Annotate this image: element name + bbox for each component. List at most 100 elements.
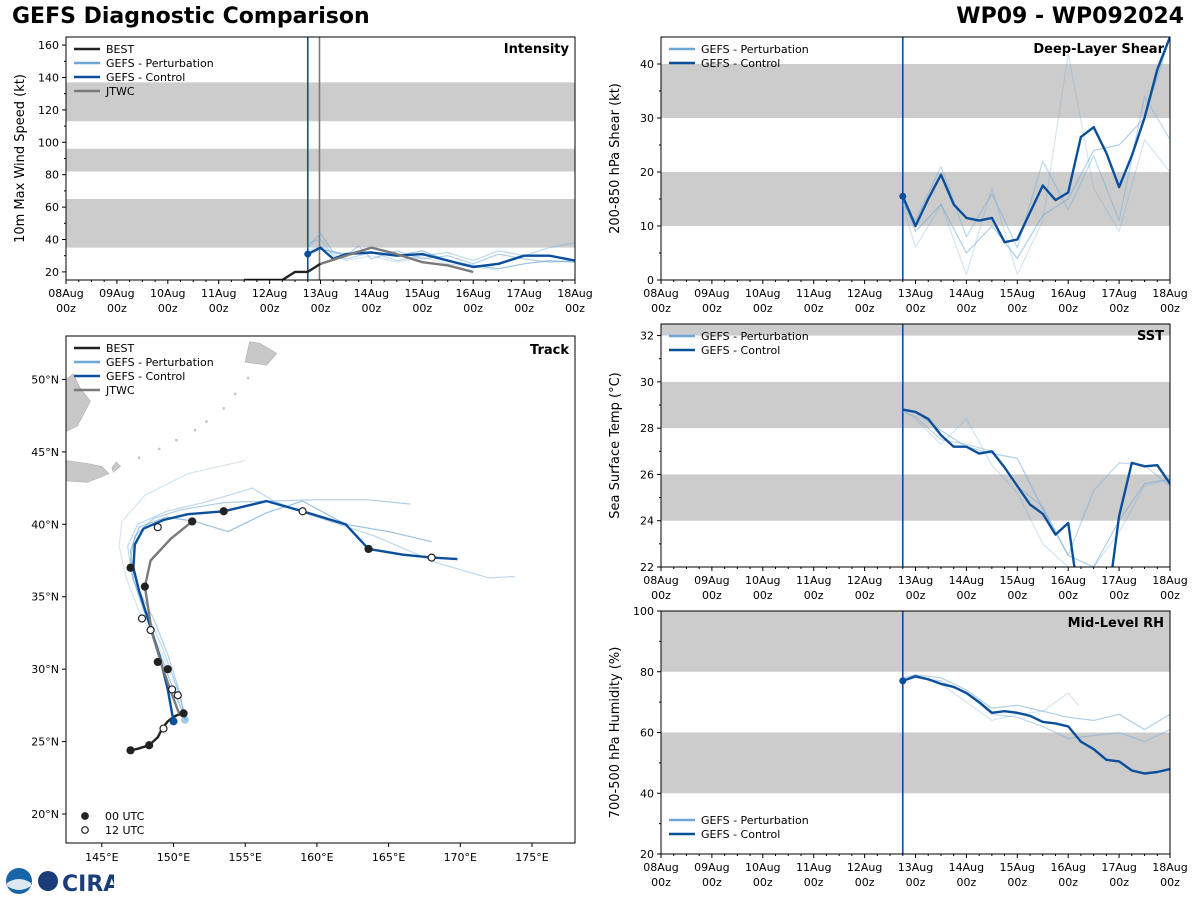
- x-tick-hour: 00z: [311, 302, 331, 315]
- track-line-pert: [127, 487, 515, 722]
- x-tick-hour: 00z: [753, 876, 773, 889]
- legend-label: GEFS - Perturbation: [701, 814, 809, 827]
- x-tick-hour: 00z: [957, 589, 977, 602]
- x-tick-date: 15Aug: [405, 287, 440, 300]
- series-line-pert: [902, 95, 1170, 249]
- y-tick-label: 20: [45, 266, 59, 279]
- legend-12utc-marker: [81, 826, 89, 834]
- series-line-jtwc: [320, 246, 474, 274]
- legend-label: GEFS - Control: [701, 828, 780, 841]
- chart-title: Intensity: [504, 42, 570, 57]
- x-tick-date: 16Aug: [1050, 287, 1085, 300]
- series-line-pert: [902, 37, 1170, 259]
- y-tick-label: 28: [640, 422, 654, 435]
- plot-area-track: [66, 341, 515, 755]
- x-tick-hour: 00z: [1109, 589, 1129, 602]
- plot-frame: [65, 335, 576, 844]
- x-tick-hour: 00z: [651, 876, 671, 889]
- x-tick-hour: 00z: [651, 302, 671, 315]
- x-tick-date: 18Aug: [1152, 861, 1187, 874]
- legend-label: GEFS - Perturbation: [701, 330, 809, 343]
- x-tick-date: 13Aug: [898, 574, 933, 587]
- x-tick-date: 08Aug: [48, 287, 83, 300]
- series-line-pert: [902, 409, 1170, 567]
- y-tick-label: 40: [45, 234, 59, 247]
- threshold-band: [661, 64, 1170, 118]
- lon-tick-label: 165°E: [372, 851, 405, 864]
- x-tick-hour: 00z: [565, 302, 585, 315]
- y-axis-label: 200-850 hPa Shear (kt): [608, 83, 623, 234]
- x-tick-date: 17Aug: [1101, 287, 1136, 300]
- series-line-ctrl: [901, 37, 1170, 244]
- lat-tick-label: 35°N: [31, 591, 59, 604]
- x-tick-hour: 00z: [804, 589, 824, 602]
- track-point-00utc: [179, 709, 188, 718]
- chart-title: Deep-Layer Shear: [1033, 42, 1164, 57]
- x-tick-hour: 00z: [209, 302, 229, 315]
- init-marker: [304, 250, 312, 258]
- legend-label: GEFS - Perturbation: [701, 43, 809, 56]
- legend-label: JTWC: [105, 384, 135, 397]
- lat-tick-label: 30°N: [31, 663, 59, 676]
- x-tick-date: 11Aug: [201, 287, 236, 300]
- x-tick-date: 18Aug: [1152, 287, 1187, 300]
- x-tick-hour: 00z: [1058, 302, 1078, 315]
- init-marker: [899, 677, 907, 685]
- y-tick-label: 60: [640, 727, 654, 740]
- cira-logo: CIRA: [6, 868, 114, 896]
- island: [205, 420, 208, 423]
- y-axis-label: 10m Max Wind Speed (kt): [13, 74, 28, 243]
- x-tick-hour: 00z: [702, 589, 722, 602]
- x-tick-date: 10Aug: [745, 574, 780, 587]
- x-tick-date: 08Aug: [643, 287, 678, 300]
- land-kamchatka-tip: [244, 341, 278, 366]
- x-tick-hour: 00z: [514, 302, 534, 315]
- x-tick-hour: 00z: [702, 302, 722, 315]
- x-tick-hour: 00z: [906, 876, 926, 889]
- y-tick-label: 140: [38, 72, 59, 85]
- storm-id-title: WP09 - WP092024: [956, 4, 1184, 29]
- init-marker: [899, 192, 907, 200]
- lat-tick-label: 25°N: [31, 736, 59, 749]
- legend-label: GEFS - Control: [106, 370, 185, 383]
- track-point-12utc: [159, 724, 168, 733]
- island: [193, 428, 197, 432]
- x-tick-date: 09Aug: [99, 287, 134, 300]
- x-tick-date: 11Aug: [796, 861, 831, 874]
- track-point-00utc: [126, 563, 135, 572]
- x-tick-hour: 00z: [753, 589, 773, 602]
- track-point-00utc: [140, 582, 149, 591]
- chart-title: Track: [530, 343, 569, 358]
- y-tick-label: 100: [633, 605, 654, 618]
- legend-label: GEFS - Perturbation: [106, 356, 214, 369]
- y-axis-label: Sea Surface Temp (°C): [608, 372, 623, 519]
- x-tick-hour: 00z: [412, 302, 432, 315]
- x-tick-hour: 00z: [362, 302, 382, 315]
- x-tick-hour: 00z: [1160, 589, 1180, 602]
- series-line-best: [244, 262, 322, 280]
- y-tick-label: 22: [640, 561, 654, 574]
- land-kuril-arc-1: [111, 461, 121, 473]
- plot-area-sst: [661, 324, 1170, 567]
- x-tick-date: 10Aug: [150, 287, 185, 300]
- series-line-pert: [902, 677, 1170, 743]
- x-tick-hour: 00z: [1160, 876, 1180, 889]
- x-tick-hour: 00z: [855, 302, 875, 315]
- x-tick-hour: 00z: [651, 589, 671, 602]
- legend-label: GEFS - Perturbation: [106, 57, 214, 70]
- threshold-band: [66, 82, 575, 122]
- x-tick-hour: 00z: [804, 876, 824, 889]
- x-tick-date: 13Aug: [303, 287, 338, 300]
- legend-label: BEST: [106, 342, 134, 355]
- series-line-pert: [307, 247, 575, 270]
- chart-shear: 0 10 20 30 40 08Aug 00z 09Aug 00z 10Aug 00z 11Aug 00…: [608, 36, 1188, 315]
- lat-tick-label: 40°N: [31, 518, 59, 531]
- track-start-marker: [181, 715, 190, 724]
- track-start-marker: [169, 717, 178, 726]
- y-tick-label: 0: [647, 274, 654, 287]
- track-point-12utc: [137, 614, 147, 623]
- legend-label: GEFS - Control: [701, 344, 780, 357]
- lat-tick-label: 20°N: [31, 808, 59, 821]
- x-tick-date: 14Aug: [949, 574, 984, 587]
- x-tick-date: 14Aug: [949, 861, 984, 874]
